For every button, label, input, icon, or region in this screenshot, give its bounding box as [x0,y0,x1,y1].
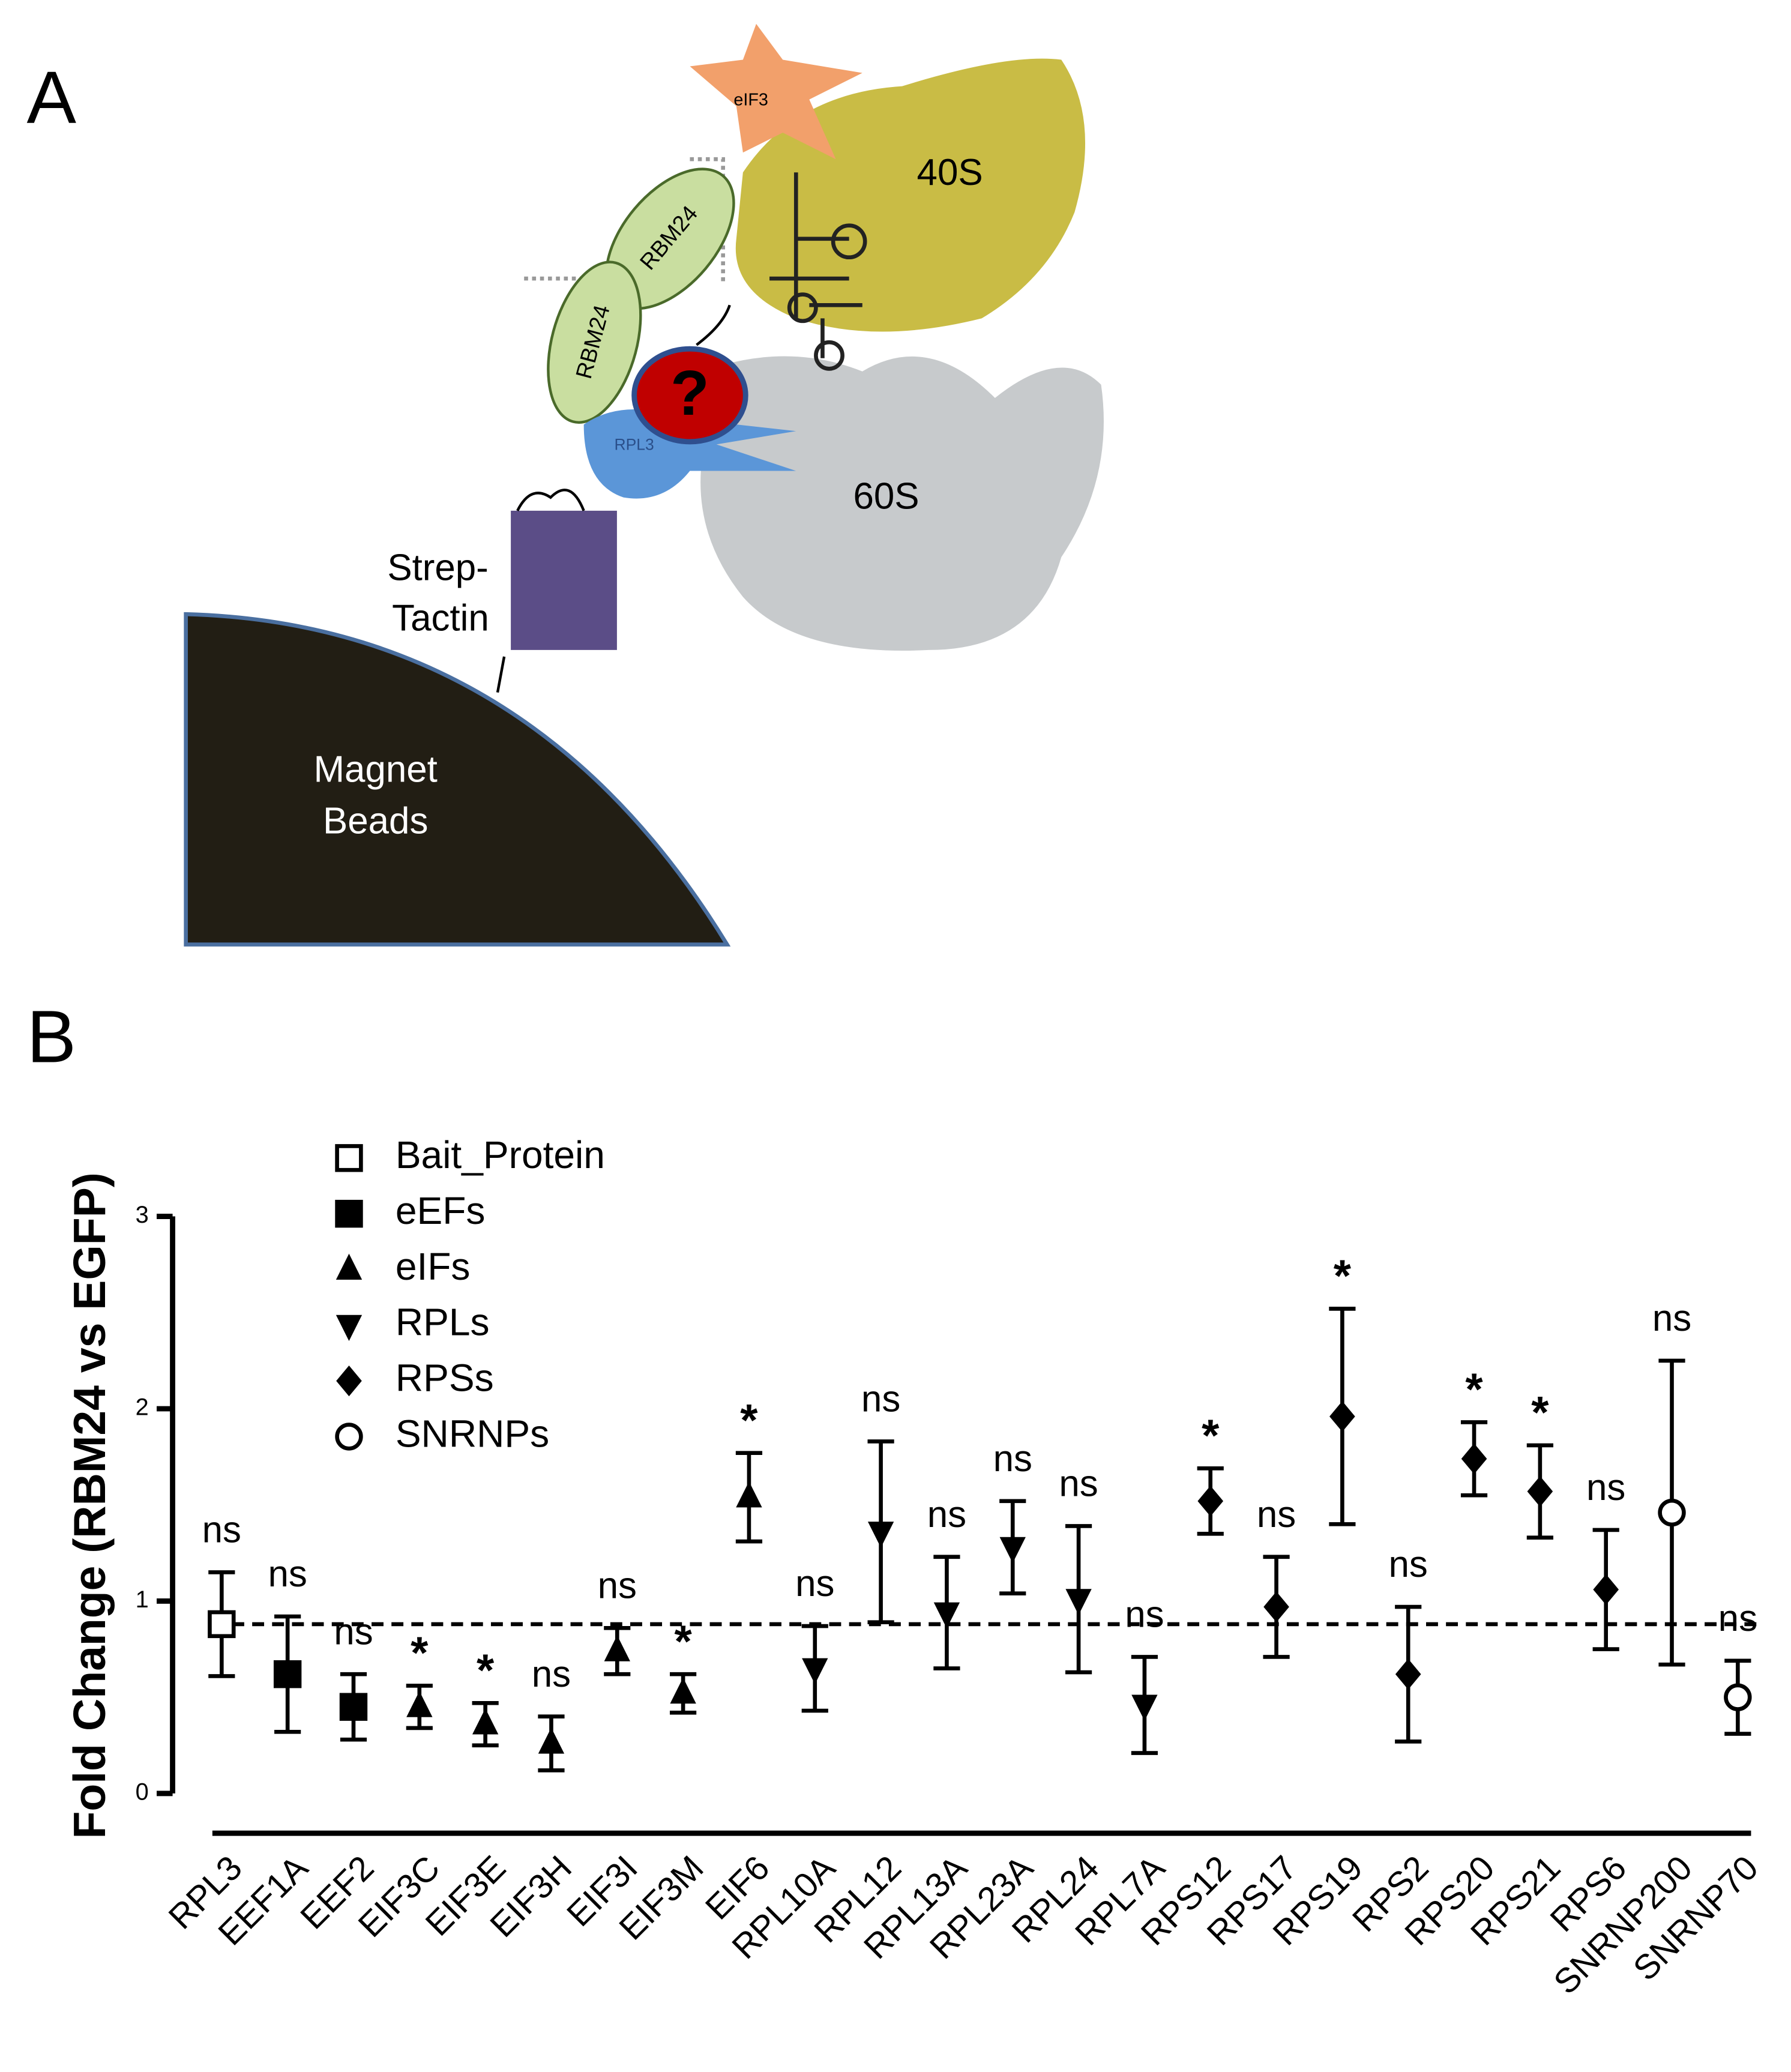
rna-structure [524,157,867,371]
y-tick-label: 2 [136,1394,149,1421]
y-tick-label: 1 [136,1586,149,1613]
significance-label: ns [268,1553,307,1595]
significance-label: * [674,1616,692,1666]
significance-label: ns [532,1654,571,1695]
legend-label: eIFs [396,1245,471,1288]
subunit-40s [735,58,1086,332]
label: Beads [323,801,428,842]
legend-label: SNRNPs [396,1412,549,1455]
label: Magnet [314,749,438,791]
legend-marker [336,1366,362,1397]
significance-label: ns [598,1565,637,1606]
significance-label: * [1202,1411,1220,1461]
significance-label: * [1465,1364,1483,1415]
label: Tactin [392,598,489,639]
legend-label: Bait_Protein [396,1133,605,1176]
significance-label: ns [1059,1463,1098,1505]
marker [867,1522,894,1548]
marker [999,1537,1026,1564]
significance-label: * [740,1395,758,1445]
significance-label: * [477,1645,495,1696]
marker [1658,1498,1686,1527]
legend-marker [335,1144,363,1172]
marker [933,1602,960,1629]
marker [1065,1589,1092,1615]
marker [1263,1591,1289,1622]
marker [1461,1443,1487,1474]
label: 40S [917,152,983,193]
marker [802,1658,828,1684]
marker [1329,1401,1355,1432]
label: Strep- [387,547,488,589]
marker [1395,1658,1421,1690]
marker [273,1660,302,1688]
marker [1593,1574,1619,1605]
magnet-beads [184,612,731,947]
significance-label: ns [861,1379,900,1420]
y-tick-label: 0 [136,1778,149,1805]
label: ? [670,358,709,429]
legend-marker [335,1199,363,1228]
marker [208,1610,236,1639]
legend-marker [336,1253,363,1280]
significance-label: ns [795,1563,834,1604]
significance-label: ns [993,1438,1032,1480]
marker [670,1677,696,1704]
significance-label: ns [202,1509,241,1550]
significance-label: * [1531,1387,1549,1438]
marker [1527,1476,1553,1507]
significance-label: ns [1718,1598,1757,1639]
label: 60S [853,475,919,517]
marker [1724,1683,1752,1711]
diagram: eIF3 40S RBM24 RBM24 ? RPL3 60S Strep- T… [184,23,1104,947]
marker [604,1635,630,1661]
marker [1197,1486,1224,1517]
label: eIF3 [733,91,768,110]
y-axis-label: Fold Change (RBM24 vs EGFP) [64,1172,115,1839]
significance-label: ns [1389,1544,1428,1585]
significance-label: ns [1652,1298,1691,1339]
legend-label: eEFs [396,1189,486,1232]
strep-tactin [511,510,617,650]
marker [472,1708,499,1735]
panel-label: B [26,996,76,1079]
marker [538,1727,565,1754]
subunit-60s [699,356,1104,651]
significance-label: ns [1125,1594,1164,1635]
significance-label: ns [334,1611,373,1652]
rpl3 [583,409,796,499]
legend-marker [336,1315,363,1342]
plot: 0123RPL3EEF1AEEF2EIF3CEIF3EEIF3HEIF3IEIF… [136,1133,1766,2002]
significance-label: ns [1257,1494,1296,1535]
legend-label: RPLs [396,1301,490,1344]
marker [406,1691,433,1717]
significance-label: * [411,1628,429,1678]
significance-label: ns [927,1494,966,1535]
linker [496,304,731,693]
legend-label: RPSs [396,1357,494,1400]
marker [1131,1694,1158,1721]
rbm24 [547,261,642,424]
significance-label: * [1334,1251,1352,1301]
unknown-factor [631,346,748,445]
marker [339,1693,368,1721]
y-tick-label: 3 [136,1202,149,1228]
panel-label: A [26,56,76,139]
marker [736,1481,762,1508]
significance-label: ns [1586,1467,1625,1508]
legend-marker [335,1423,363,1451]
eif3 [690,23,862,160]
label: RPL3 [614,436,654,454]
